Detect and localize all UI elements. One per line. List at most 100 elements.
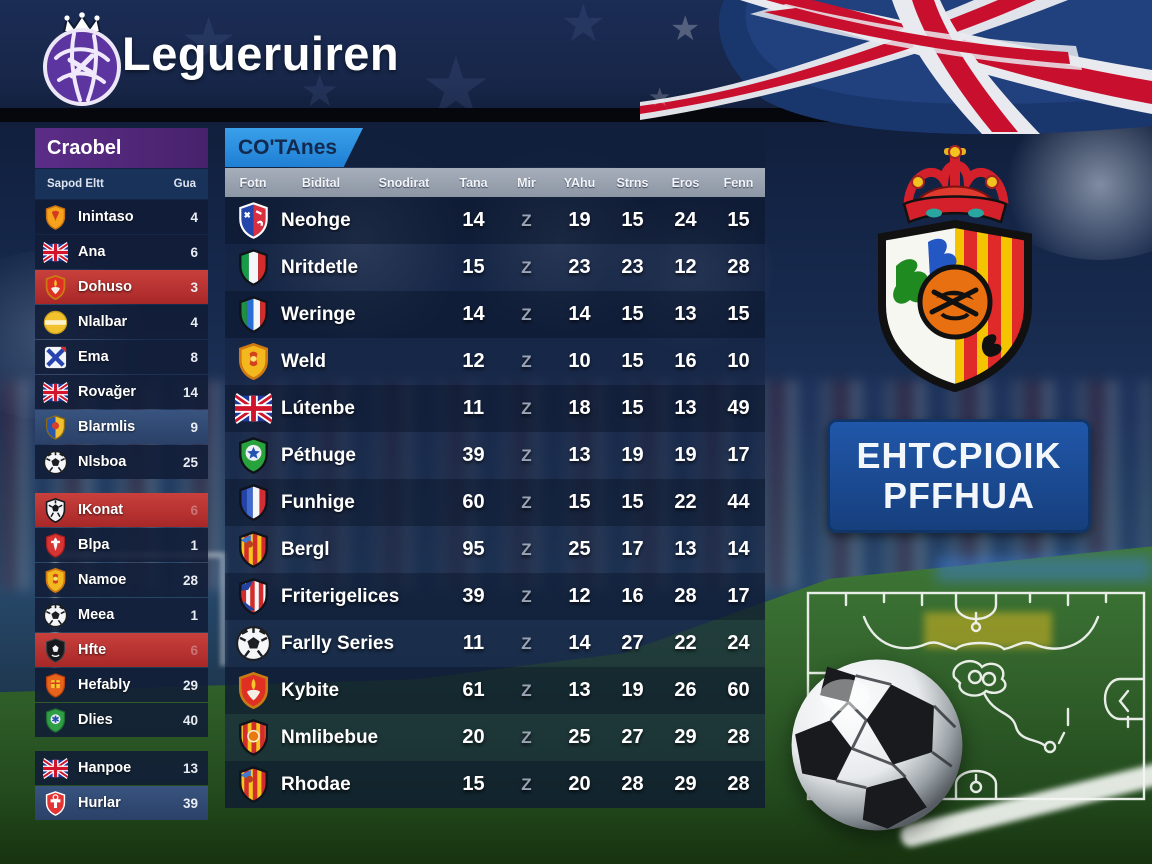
sidebar-team-row[interactable]: Hurlar 39 (35, 786, 208, 820)
club-crest-icon: * (225, 578, 281, 615)
sidebar-team-row[interactable]: Rovağer 14 (35, 375, 208, 409)
stat-value: 39 (462, 444, 485, 466)
stat-value: 20 (462, 726, 485, 748)
table-row[interactable]: Lútenbe 11 Z 18 15 13 49 (225, 385, 765, 432)
team-crest-icon (43, 497, 68, 523)
stat-value: 17 (621, 538, 644, 560)
team-crest-icon (43, 637, 68, 663)
stat-value-z: Z (521, 680, 532, 700)
club-name: Farlly Series (281, 632, 395, 654)
team-value: 6 (190, 502, 198, 518)
column-header[interactable]: Fotn (239, 175, 267, 190)
team-crest-icon (43, 707, 68, 733)
table-row[interactable]: Bergl 95 Z 25 17 13 14 (225, 526, 765, 573)
team-value: 14 (182, 384, 198, 400)
table-row[interactable]: Kybite 61 Z 13 19 26 60 (225, 667, 765, 714)
column-header[interactable]: Mir (517, 175, 536, 190)
stat-value: 25 (568, 538, 591, 560)
table-row[interactable]: Funhige 60 Z 15 15 22 44 (225, 479, 765, 526)
club-name: Bergl (281, 538, 330, 560)
stat-value: 28 (727, 773, 750, 795)
stat-value: 60 (727, 679, 750, 701)
table-row[interactable]: Nmlibebue 20 Z 25 27 29 28 (225, 714, 765, 761)
stat-value: 14 (462, 209, 485, 231)
stat-value: 27 (621, 632, 644, 654)
table-row[interactable]: Farlly Series 11 Z 14 27 22 24 (225, 620, 765, 667)
sidebar-team-row[interactable]: Namoe 28 (35, 563, 208, 597)
sidebar-column-header: Sapod Eltt Gua (35, 169, 208, 199)
star-decoration: ★ (560, 0, 607, 53)
team-value: 9 (190, 419, 198, 435)
stat-value: 15 (462, 256, 485, 278)
team-value: 1 (190, 607, 198, 623)
stat-value: 10 (727, 350, 750, 372)
stat-value-z: Z (521, 398, 532, 418)
stat-value: 17 (727, 444, 750, 466)
stat-value: 27 (621, 726, 644, 748)
club-name: Funhige (281, 491, 355, 513)
table-row[interactable]: Weld 12 Z 10 15 16 10 (225, 338, 765, 385)
badge-line-1: EHTCPIOIK (856, 434, 1062, 476)
sidebar-team-row[interactable]: Hfte 6 (35, 633, 208, 667)
team-crest-icon (43, 532, 68, 558)
sidebar-team-row[interactable]: Nlsboa 25 (35, 445, 208, 479)
column-header[interactable]: Bidital (301, 175, 341, 190)
team-crest-icon (43, 756, 68, 781)
table-row[interactable]: * Friterigelices 39 Z 12 16 28 17 (225, 573, 765, 620)
team-name: Hefably (78, 677, 131, 693)
sidebar-team-row[interactable]: IKonat 6 (35, 493, 208, 527)
stat-value: 15 (727, 209, 750, 231)
team-value: 28 (182, 572, 198, 588)
team-name: Hfte (78, 642, 107, 658)
column-header[interactable]: Snodirat (378, 175, 430, 190)
stat-value: 20 (568, 773, 591, 795)
stat-value: 13 (674, 538, 697, 560)
sidebar-team-row[interactable]: Hefably 29 (35, 668, 208, 702)
table-row-list: Neohge 14 Z 19 15 24 15 Nritdetle 15 Z 23 23 12 28… (225, 197, 765, 808)
stat-value-z: Z (521, 492, 532, 512)
column-header[interactable]: Eros (671, 175, 700, 190)
stat-value: 29 (674, 773, 697, 795)
sidebar-team-row[interactable]: Nlalbar 4 (35, 305, 208, 339)
stat-value: 28 (727, 726, 750, 748)
stat-value: 22 (674, 491, 697, 513)
table-row[interactable]: Weringe 14 Z 14 15 13 15 (225, 291, 765, 338)
tab-cotanes[interactable]: CO'TAnes (225, 128, 363, 167)
table-row[interactable]: Péthuge 39 Z 13 19 19 17 (225, 432, 765, 479)
column-header[interactable]: Strns (616, 175, 649, 190)
club-crest-icon (225, 625, 281, 662)
column-header[interactable]: Fenn (723, 175, 754, 190)
table-row[interactable]: Rhodae 15 Z 20 28 29 28 (225, 761, 765, 808)
column-header[interactable]: Tana (459, 175, 488, 190)
team-crest-icon (43, 672, 68, 698)
sidebar-row-list: Inintaso 4 Ana 6 Dohuso 3 Nlalbar 4 Ema … (35, 200, 208, 820)
team-crest-icon (43, 414, 68, 440)
league-logo[interactable] (34, 10, 130, 108)
column-header[interactable]: YAhu (563, 175, 596, 190)
table-row[interactable]: Neohge 14 Z 19 15 24 15 (225, 197, 765, 244)
stat-value-z: Z (521, 539, 532, 559)
sidebar-team-row[interactable]: Dlies 40 (35, 703, 208, 737)
table-row[interactable]: Nritdetle 15 Z 23 23 12 28 (225, 244, 765, 291)
team-crest-icon (43, 567, 68, 593)
club-name: Weld (281, 350, 327, 372)
stat-value: 24 (674, 209, 697, 231)
sidebar-team-row[interactable]: Meea 1 (35, 598, 208, 632)
sidebar-team-row[interactable]: Hanpoe 13 (35, 751, 208, 785)
sidebar-team-row[interactable]: Ana 6 (35, 235, 208, 269)
stat-value: 26 (674, 679, 697, 701)
club-name: Lútenbe (281, 397, 355, 419)
team-value: 29 (182, 677, 198, 693)
stat-value: 19 (674, 444, 697, 466)
sidebar-team-row[interactable]: Dohuso 3 (35, 270, 208, 304)
team-value: 3 (190, 279, 198, 295)
sidebar-team-row[interactable]: Inintaso 4 (35, 200, 208, 234)
sidebar-team-row[interactable]: Blpa 1 (35, 528, 208, 562)
app-title: Legueruiren (122, 27, 400, 80)
sidebar-team-row[interactable]: Ema 8 (35, 340, 208, 374)
stat-value: 14 (568, 303, 591, 325)
sidebar-team-row[interactable]: Blarmlis 9 (35, 410, 208, 444)
stat-value: 10 (568, 350, 591, 372)
team-name: Nlsboa (78, 454, 127, 470)
team-value: 8 (190, 349, 198, 365)
